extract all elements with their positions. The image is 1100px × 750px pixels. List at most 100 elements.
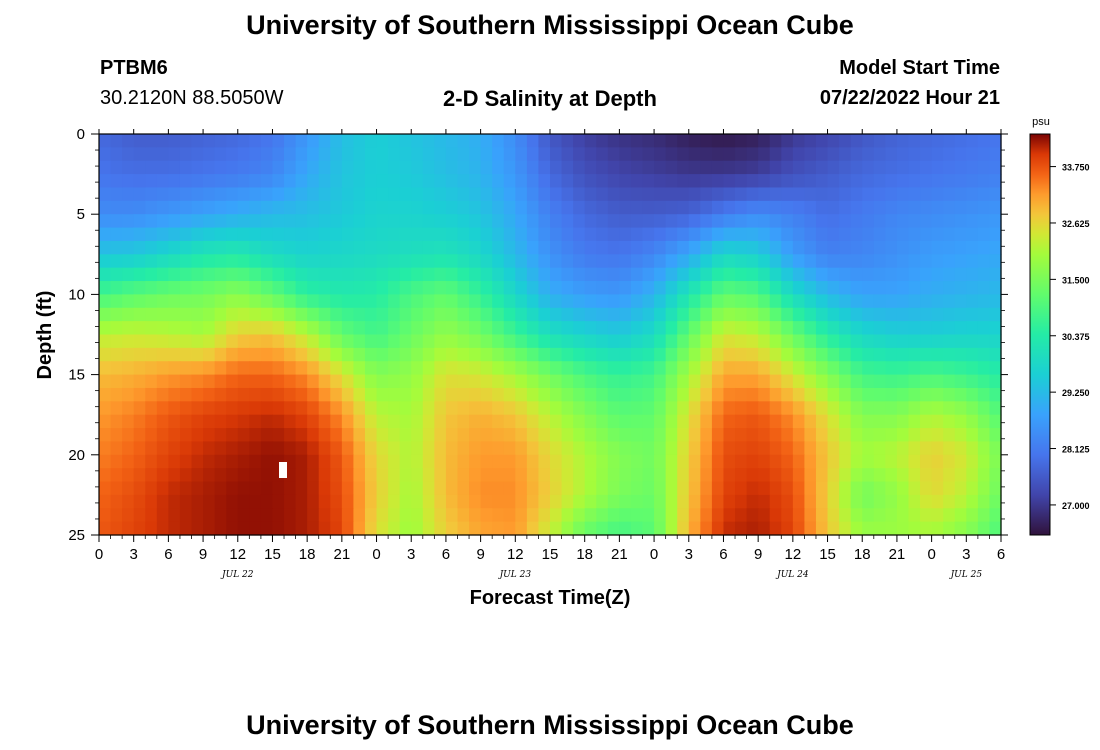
heatmap-cell <box>434 361 447 376</box>
heatmap-cell <box>260 481 274 496</box>
heatmap-cell <box>376 414 389 429</box>
heatmap-cell <box>191 401 204 416</box>
heatmap-cell <box>735 454 748 469</box>
heatmap-cell <box>469 441 482 456</box>
heatmap-cell <box>538 160 551 175</box>
heatmap-cell <box>191 240 204 255</box>
heatmap-cell <box>700 374 713 389</box>
heatmap-cell <box>364 387 378 402</box>
heatmap-cell <box>550 321 563 336</box>
heatmap-cell <box>272 374 285 389</box>
x-tick-label: 6 <box>719 546 727 563</box>
heatmap-cell <box>237 441 250 456</box>
heatmap-cell <box>862 267 875 282</box>
heatmap-cell <box>931 347 944 362</box>
heatmap-cell <box>226 254 239 269</box>
heatmap-cell <box>457 494 470 509</box>
heatmap-cell <box>330 441 343 456</box>
heatmap-cell <box>538 494 551 509</box>
heatmap-cell <box>330 387 343 402</box>
heatmap-cell <box>411 494 424 509</box>
heatmap-cell <box>677 521 690 536</box>
heatmap-cell <box>769 521 782 536</box>
heatmap-cell <box>214 521 227 536</box>
heatmap-cell <box>746 401 759 416</box>
heatmap-cell <box>654 147 667 162</box>
heatmap-cell <box>758 307 771 322</box>
heatmap-cell <box>908 374 921 389</box>
x-tick-label: 3 <box>962 546 970 563</box>
heatmap-cell <box>133 481 146 496</box>
heatmap-cell <box>99 454 112 469</box>
heatmap-cell <box>862 521 875 536</box>
heatmap-cell <box>249 240 262 255</box>
heatmap-cell <box>133 214 146 229</box>
heatmap-cell <box>792 254 806 269</box>
heatmap-cell <box>284 214 297 229</box>
heatmap-cell <box>642 428 655 443</box>
heatmap-cell <box>469 387 482 402</box>
heatmap-cell <box>399 441 412 456</box>
heatmap-cell <box>272 428 285 443</box>
heatmap-cell <box>885 200 898 215</box>
heatmap-cell <box>284 347 297 362</box>
heatmap-cell <box>619 160 632 175</box>
heatmap-cell <box>561 281 574 295</box>
heatmap-cell <box>133 227 146 242</box>
heatmap-cell <box>434 347 447 362</box>
heatmap-cell <box>214 307 227 322</box>
heatmap-cell <box>526 200 540 215</box>
heatmap-cell <box>480 508 493 523</box>
heatmap-cell <box>862 401 875 416</box>
heatmap-cell <box>99 267 112 282</box>
y-tick-label: 0 <box>77 126 85 143</box>
heatmap-cell <box>943 428 956 443</box>
heatmap-cell <box>364 347 378 362</box>
heatmap-cell <box>179 508 193 523</box>
heatmap-cell <box>492 174 505 189</box>
heatmap-cell <box>388 307 401 322</box>
heatmap-cell <box>388 254 401 269</box>
heatmap-cell <box>619 281 632 295</box>
heatmap-cell <box>735 227 748 242</box>
heatmap-cell <box>642 481 655 496</box>
heatmap-cell <box>284 200 297 215</box>
heatmap-cell <box>191 414 204 429</box>
heatmap-cell <box>607 134 620 148</box>
heatmap-cell <box>573 521 586 536</box>
heatmap-cell <box>249 227 262 242</box>
heatmap-cell <box>677 454 690 469</box>
heatmap-cell <box>191 521 204 536</box>
heatmap-cell <box>665 147 678 162</box>
heatmap-cell <box>896 508 910 523</box>
heatmap-cell <box>538 334 551 349</box>
heatmap-cell <box>145 240 158 255</box>
heatmap-cell <box>735 428 748 443</box>
heatmap-cell <box>735 160 748 175</box>
heatmap-cell <box>931 454 944 469</box>
heatmap-cell <box>792 347 806 362</box>
heatmap-cell <box>746 374 759 389</box>
heatmap-cell <box>341 254 355 269</box>
heatmap-cell <box>920 134 933 148</box>
heatmap-cell <box>191 267 204 282</box>
heatmap-cell <box>827 481 840 496</box>
heatmap-cell <box>584 481 597 496</box>
heatmap-cell <box>873 240 886 255</box>
heatmap-cell <box>388 494 401 509</box>
heatmap-cell <box>573 294 586 309</box>
heatmap-cell <box>792 281 806 295</box>
model-start-value: 07/22/2022 Hour 21 <box>819 87 1000 109</box>
heatmap-cell <box>642 387 655 402</box>
heatmap-cell <box>226 281 239 295</box>
heatmap-cell <box>503 454 516 469</box>
heatmap-cell <box>654 214 667 229</box>
heatmap-cell <box>156 441 169 456</box>
heatmap-cell <box>885 468 898 483</box>
heatmap-cell <box>538 147 551 162</box>
heatmap-cell <box>203 240 216 255</box>
heatmap-cell <box>665 481 678 496</box>
heatmap-cell <box>492 134 505 148</box>
heatmap-cell <box>654 240 667 255</box>
heatmap-cell <box>850 468 863 483</box>
